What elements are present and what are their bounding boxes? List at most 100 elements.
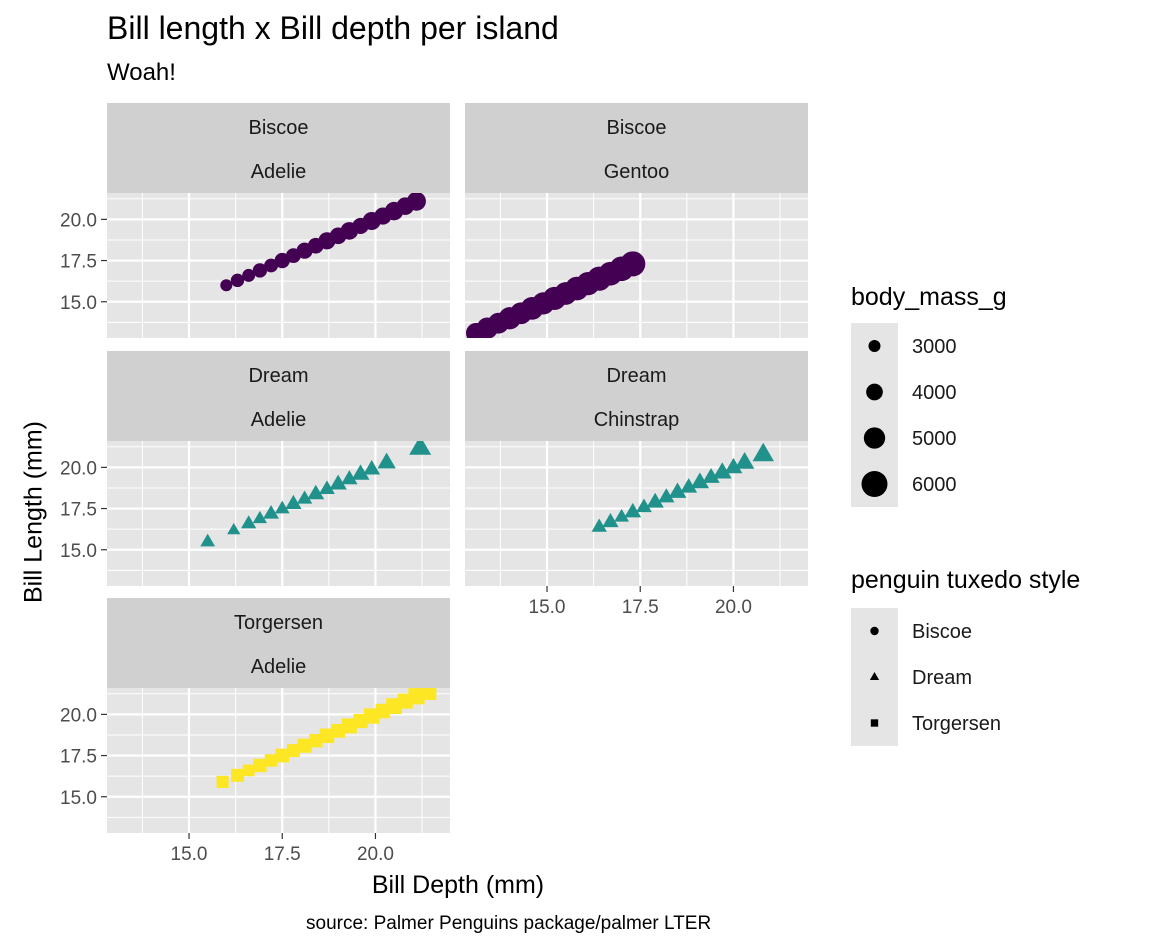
shape-legend-label: Biscoe [912,621,972,643]
points-dream-chinstrap [591,442,774,532]
triangle-point [646,492,664,508]
triangle-point [307,484,325,500]
strip-label-species: Gentoo [604,161,670,183]
shape-legend-circle-icon [870,626,879,636]
shape-legend-label: Dream [912,667,972,689]
shape-legend-triangle-icon [869,672,880,681]
square-point [253,758,267,773]
points-biscoe-gentoo [465,251,646,338]
triangle-point [680,478,698,493]
chart-subtitle: Woah! [107,59,176,86]
triangle-point [724,457,743,474]
facet-strip-biscoe-adelie [107,103,450,193]
triangle-point [752,442,774,462]
x-tick-label: 17.5 [622,597,659,618]
points-biscoe-adelie [220,193,426,292]
strip-label-species: Adelie [251,161,307,183]
strip-label-island: Dream [248,365,308,387]
triangle-point [363,460,381,475]
x-tick-label: 15.0 [529,597,566,618]
square-point [264,754,278,767]
triangle-point [351,464,370,480]
triangle-point [690,472,710,489]
y-tick-label: 17.5 [60,500,97,521]
triangle-point [377,452,396,469]
x-tick-label: 20.0 [715,597,752,618]
square-point [231,768,244,782]
triangle-point [658,488,675,503]
point [230,273,245,288]
point [242,268,256,282]
point [264,258,278,273]
triangle-point [252,510,267,524]
point [252,263,268,278]
y-tick-label: 15.0 [60,293,97,314]
size-legend-label: 5000 [912,428,957,450]
strip-label-island: Biscoe [606,117,666,139]
x-tick-label: 20.0 [357,844,394,865]
square-point [216,775,229,788]
facet-strip-dream-chinstrap [465,351,808,441]
triangle-point [227,522,241,535]
shape-legend-square-icon [870,719,879,727]
square-point [286,744,300,758]
facet-strip-biscoe-gentoo [465,103,808,193]
x-axis-label: Bill Depth (mm) [371,871,545,899]
triangle-point [285,494,302,509]
strip-label-species: Adelie [251,409,307,431]
shape-legend-label: Torgersen [912,713,1001,735]
square-point [341,718,357,734]
size-legend-title: body_mass_g [851,283,1007,311]
size-legend-key [868,340,881,352]
triangle-point [636,498,652,513]
triangle-point [702,467,720,483]
triangle-point [241,515,257,529]
triangle-point [624,502,642,518]
y-tick-label: 20.0 [60,705,97,726]
square-point [319,728,335,744]
triangle-point [712,462,732,479]
points-torgersen-adelie [216,688,437,788]
triangle-point [329,474,347,490]
points-dream-adelie [200,441,432,547]
chart-title: Bill length x Bill depth per island [107,10,559,46]
triangle-point [614,508,629,522]
x-tick-label: 15.0 [171,844,208,865]
triangle-point [274,500,290,514]
chart-caption: source: Palmer Penguins package/palmer L… [306,913,712,934]
square-point [242,764,255,777]
size-legend-label: 4000 [912,382,957,404]
square-point [418,688,437,701]
triangle-point [200,533,216,547]
square-point [309,734,323,748]
size-legend-label: 3000 [912,336,957,358]
triangle-point [341,470,358,485]
panel-background-dream-adelie [107,441,450,586]
square-point [331,723,346,738]
facet-strip-torgersen-adelie [107,598,450,688]
size-legend-label: 6000 [912,474,957,496]
strip-label-species: Adelie [251,656,307,678]
strip-label-island: Torgersen [234,612,323,634]
strip-label-island: Dream [606,365,666,387]
triangle-point [409,441,432,455]
point [274,252,290,269]
y-tick-label: 17.5 [60,252,97,273]
facet-strip-dream-adelie [107,351,450,441]
point [620,251,646,277]
triangle-point [734,452,755,469]
triangle-point [263,505,279,519]
strip-label-island: Biscoe [248,117,308,139]
square-point [364,708,380,724]
y-tick-label: 15.0 [60,541,97,562]
y-tick-label: 15.0 [60,788,97,809]
shape-legend-title: penguin tuxedo style [851,566,1081,594]
y-tick-label: 17.5 [60,747,97,768]
y-tick-label: 20.0 [60,210,97,231]
point [220,279,233,292]
triangle-point [668,482,687,498]
strip-label-species: Chinstrap [594,409,680,431]
point [406,193,426,211]
x-tick-label: 17.5 [264,844,301,865]
